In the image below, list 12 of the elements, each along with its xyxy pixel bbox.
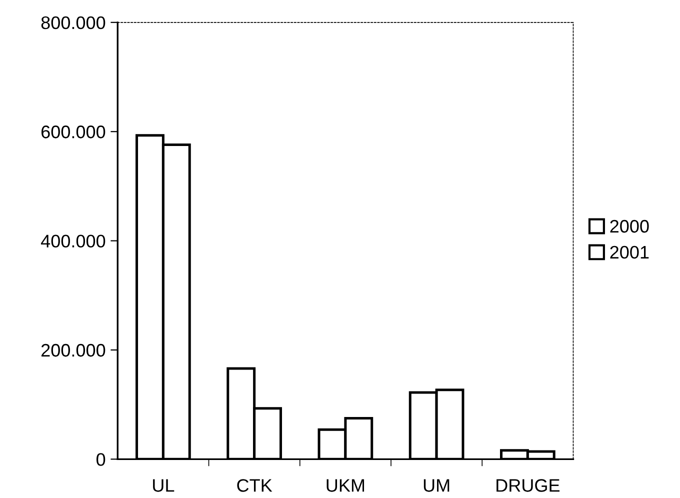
x-tick-label: CTK (237, 479, 272, 492)
x-tick-label: UM (424, 479, 450, 492)
x-tick-label: DRUGE (496, 479, 560, 492)
legend-label: 2001 (610, 246, 649, 259)
y-tick-label: 400.000 (40, 234, 106, 248)
y-tick-label: 800.000 (41, 16, 106, 30)
x-tick-label: UL (153, 479, 174, 492)
legend-label: 2000 (610, 220, 649, 233)
y-tick-label: 0 (96, 453, 106, 466)
y-tick-label: 600.000 (41, 126, 106, 138)
y-tick-label: 200.000 (41, 344, 106, 357)
x-tick-label: UKM (326, 479, 364, 492)
